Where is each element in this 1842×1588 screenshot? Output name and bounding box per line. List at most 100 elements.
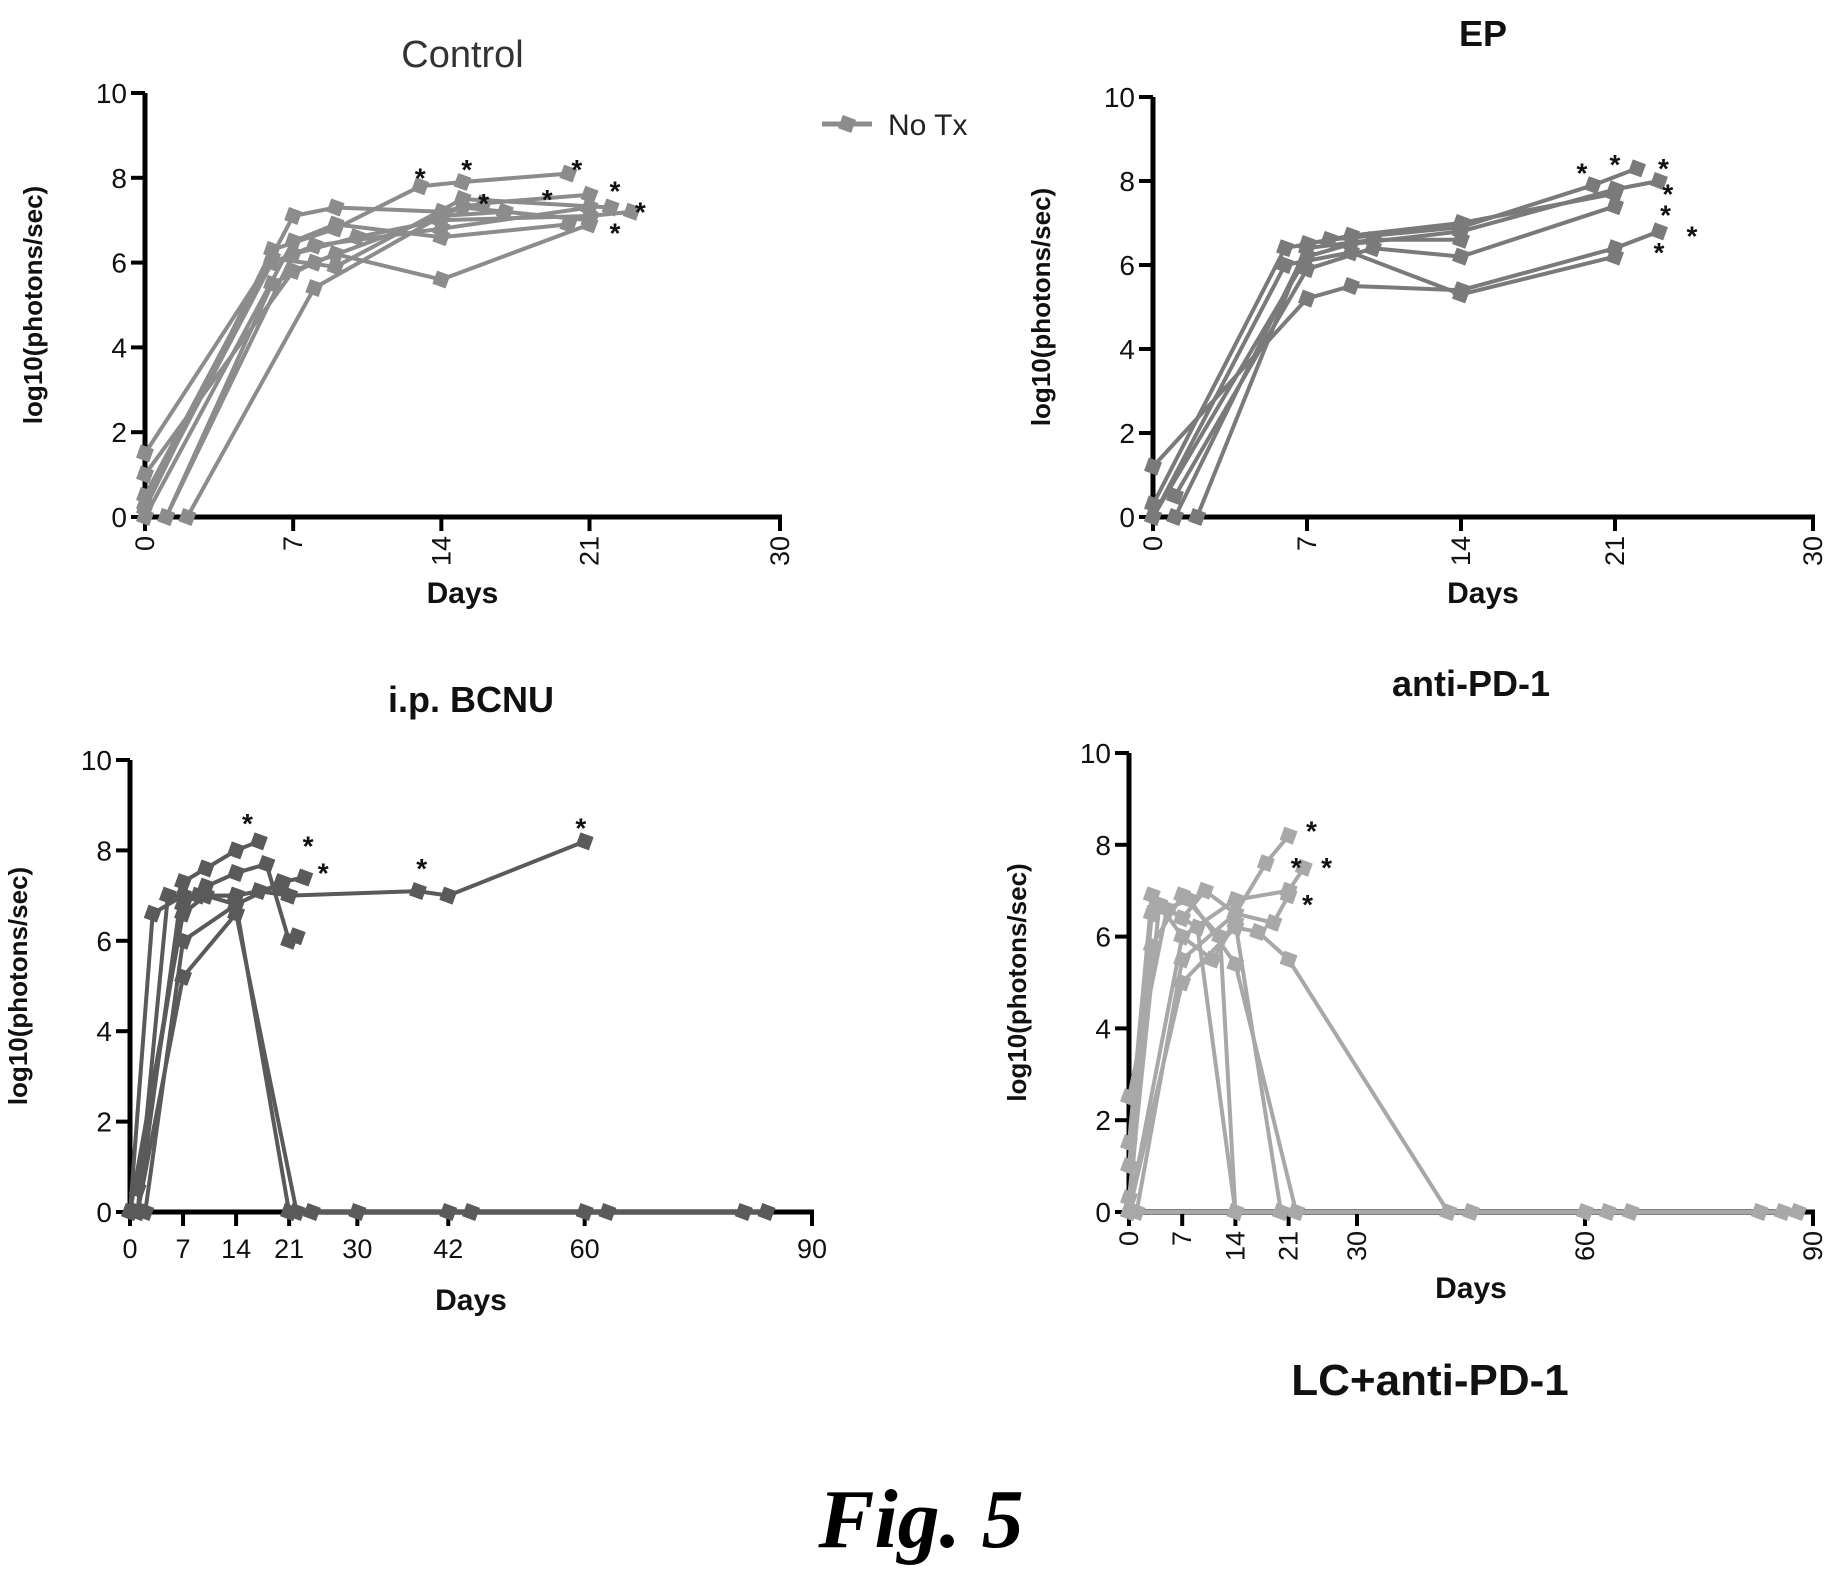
data-point [257, 854, 276, 873]
data-point [1173, 973, 1192, 992]
significance-asterisk: * [609, 218, 620, 249]
x-tick-label: 60 [1570, 1231, 1600, 1261]
x-tick-label: 7 [176, 1234, 191, 1264]
y-axis-label: log10(photons/sec) [1002, 863, 1032, 1101]
data-point [1298, 260, 1316, 279]
chart-panel-ep: EP 0 2 4 6 8 10 0 7 14 21 30 Days log10(photons/sec) *… [1026, 13, 1828, 610]
x-tick-label: 21 [274, 1234, 304, 1264]
data-point [1256, 854, 1275, 873]
significance-asterisk: * [303, 830, 314, 861]
data-point [1188, 508, 1206, 526]
data-point [1249, 923, 1268, 941]
data-point [1276, 239, 1294, 258]
significance-asterisk: * [415, 163, 426, 194]
data-point [1294, 858, 1313, 877]
legend-label: No Tx [888, 109, 967, 142]
series-line [1127, 925, 1450, 1214]
data-point [622, 202, 641, 221]
legend-marker [838, 115, 856, 133]
data-point [1628, 159, 1646, 178]
data-point [734, 1203, 753, 1221]
figure-caption: Fig. 5 [817, 1473, 1023, 1566]
significance-asterisk: * [242, 808, 253, 839]
data-point [249, 832, 268, 851]
data-point [1773, 1203, 1792, 1221]
x-axis-label: Days [427, 577, 499, 610]
panel-footer: LC+anti-PD-1 [1291, 1356, 1568, 1405]
data-point [575, 832, 594, 851]
series-3 [1166, 197, 1624, 505]
data-point [1452, 247, 1470, 266]
data-point [1342, 277, 1360, 295]
x-tick-label: 21 [1600, 536, 1630, 566]
data-point [174, 873, 193, 892]
x-tick-label: 42 [433, 1234, 463, 1264]
data-point [432, 270, 451, 289]
data-point [158, 886, 177, 905]
data-point [284, 206, 303, 225]
data-point [1173, 927, 1192, 946]
series-1 [121, 832, 594, 1221]
data-point [1342, 243, 1360, 262]
x-tick-label: 14 [1220, 1231, 1250, 1261]
significance-asterisk: * [318, 857, 329, 888]
x-tick-label: 7 [1167, 1231, 1197, 1246]
significance-asterisk: * [571, 154, 582, 185]
data-point [1298, 239, 1316, 258]
series-line [1173, 237, 1461, 518]
x-axis-label: Days [1447, 577, 1519, 610]
series-line [1195, 191, 1616, 518]
data-point [1276, 256, 1294, 274]
y-tick-label: 10 [1080, 738, 1111, 769]
series-4 [157, 202, 641, 526]
x-axis-label: Days [435, 1284, 507, 1317]
y-tick-label: 4 [96, 1016, 112, 1047]
significance-asterisk: * [1660, 199, 1671, 230]
significance-asterisk: * [1306, 815, 1317, 846]
data-point [280, 1203, 299, 1221]
data-point [1364, 230, 1382, 249]
data-point [1576, 1203, 1594, 1221]
data-point [128, 1203, 147, 1221]
series-9 [1120, 1203, 1807, 1221]
y-tick-label: 8 [96, 835, 112, 866]
x-axis-label: Days [1435, 1272, 1507, 1305]
data-point [174, 931, 193, 950]
series-line [128, 875, 305, 1213]
y-tick-label: 6 [96, 926, 112, 957]
data-point [439, 886, 458, 905]
data-point [1750, 1203, 1769, 1221]
y-tick-label: 2 [1095, 1105, 1111, 1136]
data-point [174, 967, 193, 986]
data-point [1439, 1203, 1458, 1221]
significance-asterisk: * [1658, 153, 1669, 184]
chart-title: anti-PD-1 [1392, 663, 1550, 704]
data-point [580, 211, 599, 230]
data-point [1621, 1203, 1640, 1221]
significance-asterisk: * [609, 175, 620, 206]
data-point [143, 904, 162, 923]
data-point [1650, 172, 1668, 190]
data-point [601, 198, 620, 217]
data-point [227, 904, 246, 923]
y-tick-label: 2 [111, 417, 127, 448]
x-tick-label: 0 [130, 536, 160, 551]
significance-asterisk: * [1321, 852, 1332, 883]
data-point [453, 173, 472, 192]
significance-asterisk: * [1687, 220, 1698, 251]
data-point [1196, 881, 1214, 900]
data-point [302, 1203, 321, 1221]
data-point [326, 215, 345, 234]
x-tick-label: 90 [797, 1234, 827, 1264]
data-point [227, 864, 246, 882]
x-tick-label: 30 [342, 1234, 372, 1264]
y-axis-label: log10(photons/sec) [18, 186, 48, 424]
data-point [1272, 1203, 1290, 1221]
chart-title: Control [401, 34, 524, 76]
data-point [1462, 1203, 1480, 1221]
significance-asterisk: * [542, 184, 553, 215]
data-point [1226, 890, 1245, 909]
data-point [757, 1203, 776, 1221]
y-tick-label: 6 [1119, 250, 1135, 281]
chart-panel-ip-bcnu: i.p. BCNU 0 2 4 6 8 10 0 7 14 21 30 42 60 90 Days log10(… [3, 679, 827, 1317]
